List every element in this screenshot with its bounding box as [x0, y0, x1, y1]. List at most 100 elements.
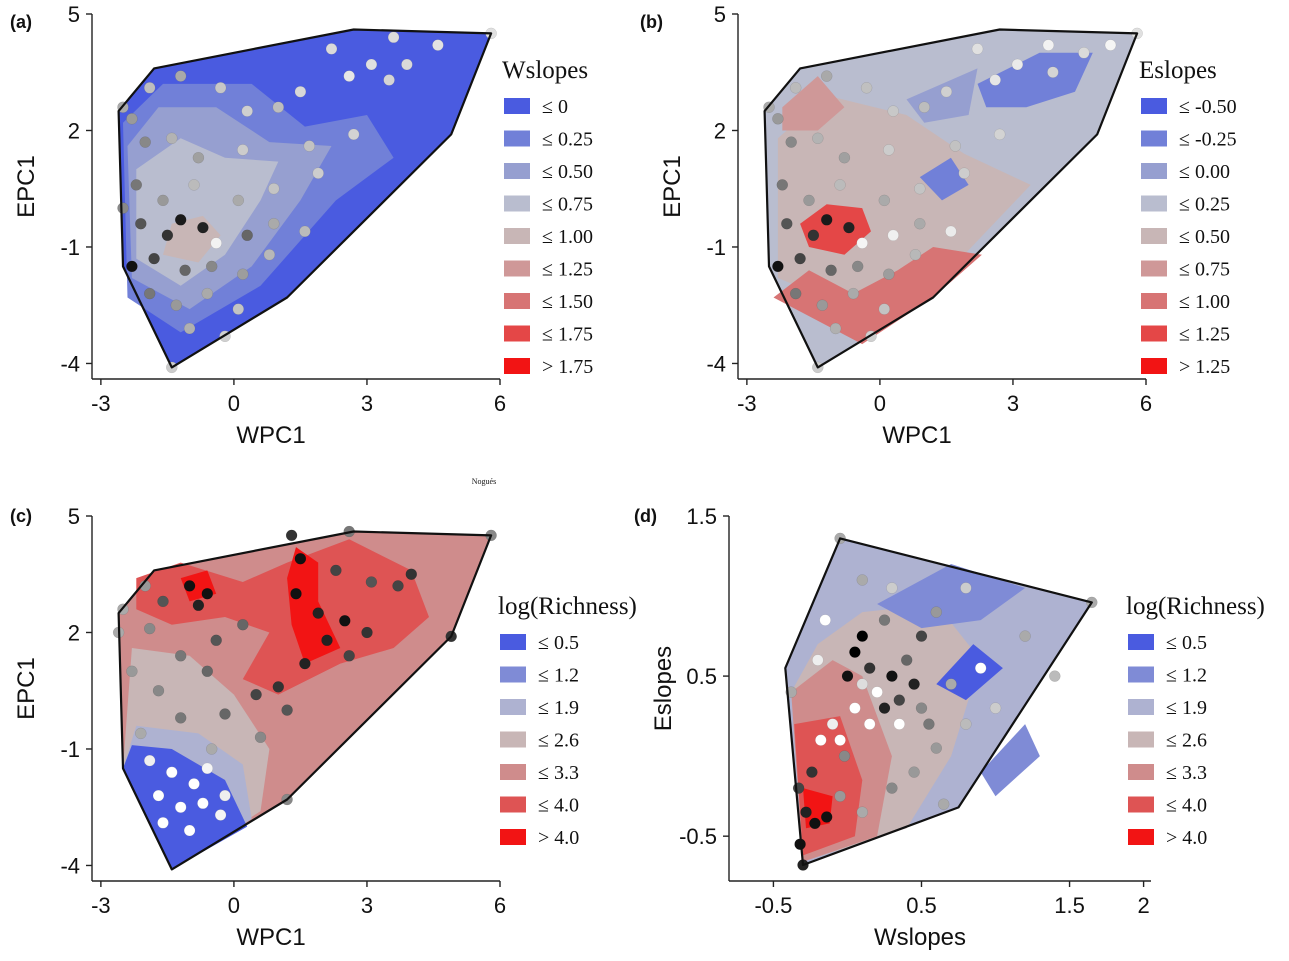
data-point [915, 702, 928, 714]
data-point [838, 151, 851, 164]
data-point [883, 144, 895, 156]
data-point [192, 151, 205, 164]
data-point [183, 824, 196, 837]
legend-label: ≤ -0.50 [1179, 96, 1237, 118]
data-point [812, 654, 824, 666]
data-point [887, 105, 899, 117]
data-point [237, 268, 249, 280]
data-point [772, 113, 784, 125]
legend-label: ≤ 0.50 [542, 161, 593, 183]
data-point [214, 82, 227, 94]
data-point [820, 70, 833, 82]
data-point [930, 606, 943, 618]
contour-region [919, 157, 969, 201]
data-point [347, 128, 360, 141]
legend-swatch [1141, 195, 1167, 212]
hull-outline [784, 537, 1093, 867]
contour-region [287, 547, 341, 664]
data-point [281, 704, 293, 716]
data-point [210, 237, 222, 249]
data-point [856, 237, 868, 249]
data-point [893, 718, 906, 730]
data-point [130, 179, 143, 191]
panel-label: (b) [640, 12, 663, 32]
data-point [856, 574, 869, 586]
data-point [851, 260, 864, 273]
legend-label: ≤ 4.0 [1166, 795, 1207, 817]
x-tick-label: 3 [361, 391, 373, 416]
data-point [188, 179, 200, 191]
data-point [174, 801, 187, 813]
data-point [893, 694, 906, 706]
data-point [937, 798, 950, 810]
legend-label: ≤ 4.0 [538, 795, 579, 817]
x-tick-label: 0 [874, 391, 886, 416]
data-point [908, 766, 920, 778]
data-point [878, 303, 891, 315]
legend-label: ≤ 1.75 [542, 324, 593, 346]
data-point [170, 299, 183, 311]
data-point [312, 607, 324, 619]
data-point [183, 322, 196, 335]
data-point [856, 678, 869, 690]
legend: Eslopes ≤ -0.50 ≤ -0.25 ≤ 0.00 ≤ 0.25 ≤ 0.50 ≤… [1139, 57, 1237, 378]
data-point [405, 568, 418, 580]
data-point [148, 252, 160, 265]
y-axis-label: EPC1 [13, 657, 40, 720]
data-point [908, 678, 920, 690]
y-tick-label: -1 [60, 235, 80, 260]
data-point [794, 252, 806, 265]
data-point [126, 113, 138, 125]
data-point [847, 287, 860, 300]
data-point [878, 614, 891, 626]
data-point [143, 754, 156, 767]
y-axis-label: EPC1 [659, 155, 686, 218]
data-point [886, 670, 898, 682]
data-point [863, 718, 876, 730]
data-point [272, 681, 285, 693]
data-point [800, 806, 812, 818]
hull-outline [117, 530, 493, 871]
data-point [254, 731, 267, 744]
x-tick-label: 6 [494, 893, 506, 918]
data-point [432, 39, 444, 51]
data-point [886, 782, 898, 794]
legend-label: ≤ 0.25 [1179, 194, 1230, 216]
legend-swatch [504, 130, 530, 147]
data-point [914, 182, 926, 195]
data-point [143, 622, 156, 635]
data-point [871, 686, 883, 698]
data-point [299, 225, 311, 238]
x-tick-label: 0.5 [906, 893, 937, 918]
data-point [174, 70, 187, 82]
data-point [841, 670, 854, 682]
legend-title: log(Richness) [1126, 593, 1265, 620]
y-tick-label: 5 [714, 2, 726, 27]
data-point [139, 136, 151, 148]
legend-label: ≤ -0.25 [1179, 129, 1237, 151]
data-point [989, 74, 1001, 86]
data-point [834, 179, 846, 191]
y-tick-label: -4 [706, 351, 726, 376]
data-point [183, 580, 196, 592]
data-point [157, 817, 169, 829]
panel-c: 5 2 -1 -4 -3 0 3 6 WPC1 EPC1 (c) log(Richness) ≤ 0.5… [10, 504, 637, 951]
legend-swatch [504, 325, 530, 342]
legend-title: Eslopes [1139, 57, 1217, 84]
data-point [143, 82, 156, 94]
legend-label: ≤ 0.5 [538, 632, 579, 654]
data-point [974, 662, 987, 674]
data-point [232, 303, 245, 315]
legend-swatch [1128, 829, 1154, 845]
data-point [960, 582, 972, 594]
panel-label: (d) [634, 506, 657, 526]
x-axis-label: WPC1 [236, 924, 305, 951]
legend-swatch [504, 163, 530, 179]
data-point [135, 217, 147, 230]
data-point [192, 599, 205, 612]
data-point [785, 136, 797, 148]
legend-title: Wslopes [502, 57, 588, 84]
data-point [878, 194, 891, 207]
legend-label: > 4.0 [538, 827, 579, 849]
data-point [945, 225, 957, 238]
